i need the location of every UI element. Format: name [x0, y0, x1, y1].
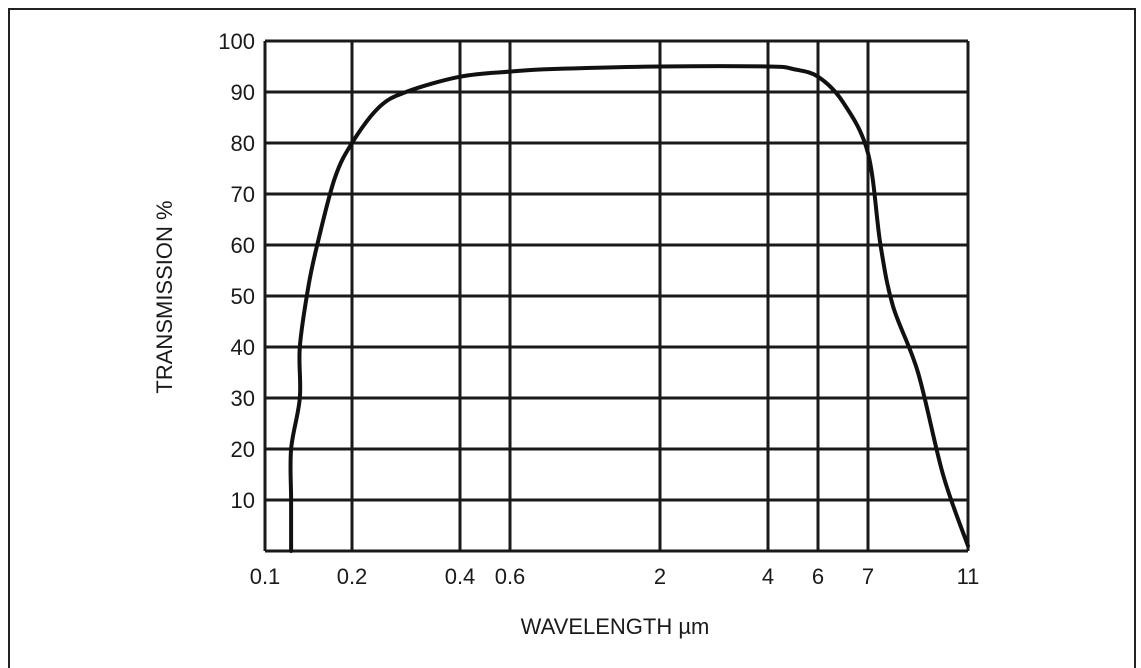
- x-axis-title: WAVELENGTH µm: [521, 614, 710, 639]
- y-tick-label: 90: [231, 80, 255, 105]
- y-tick-label: 10: [231, 488, 255, 513]
- y-tick-label: 40: [231, 335, 255, 360]
- figure-frame: [8, 8, 1136, 668]
- transmission-chart: 0.1 0.2 0.4 0.6 2 4 6 7 11 10 20 30 40 50 60 70 80 90 100…: [152, 29, 980, 639]
- x-tick-label: 6: [812, 564, 824, 589]
- x-tick-label: 0.2: [337, 564, 368, 589]
- y-axis-title: TRANSMISSION %: [152, 200, 177, 393]
- x-tick-label: 11: [957, 564, 980, 589]
- transmission-curve: [288, 64, 970, 553]
- x-tick-label: 7: [862, 564, 874, 589]
- y-tick-label: 70: [231, 182, 255, 207]
- y-tick-label: 100: [218, 29, 255, 54]
- y-tick-label: 80: [231, 131, 255, 156]
- x-tick-label: 0.6: [495, 564, 526, 589]
- y-tick-labels: 10 20 30 40 50 60 70 80 90 100: [218, 29, 255, 513]
- x-tick-label: 2: [654, 564, 666, 589]
- horizontal-gridlines: [265, 39, 968, 553]
- x-tick-label: 4: [762, 564, 774, 589]
- y-tick-label: 50: [231, 284, 255, 309]
- y-tick-label: 30: [231, 386, 255, 411]
- y-tick-label: 20: [231, 437, 255, 462]
- y-tick-label: 60: [231, 233, 255, 258]
- x-tick-label: 0.1: [250, 564, 281, 589]
- x-tick-labels: 0.1 0.2 0.4 0.6 2 4 6 7 11: [250, 564, 980, 589]
- x-tick-label: 0.4: [445, 564, 476, 589]
